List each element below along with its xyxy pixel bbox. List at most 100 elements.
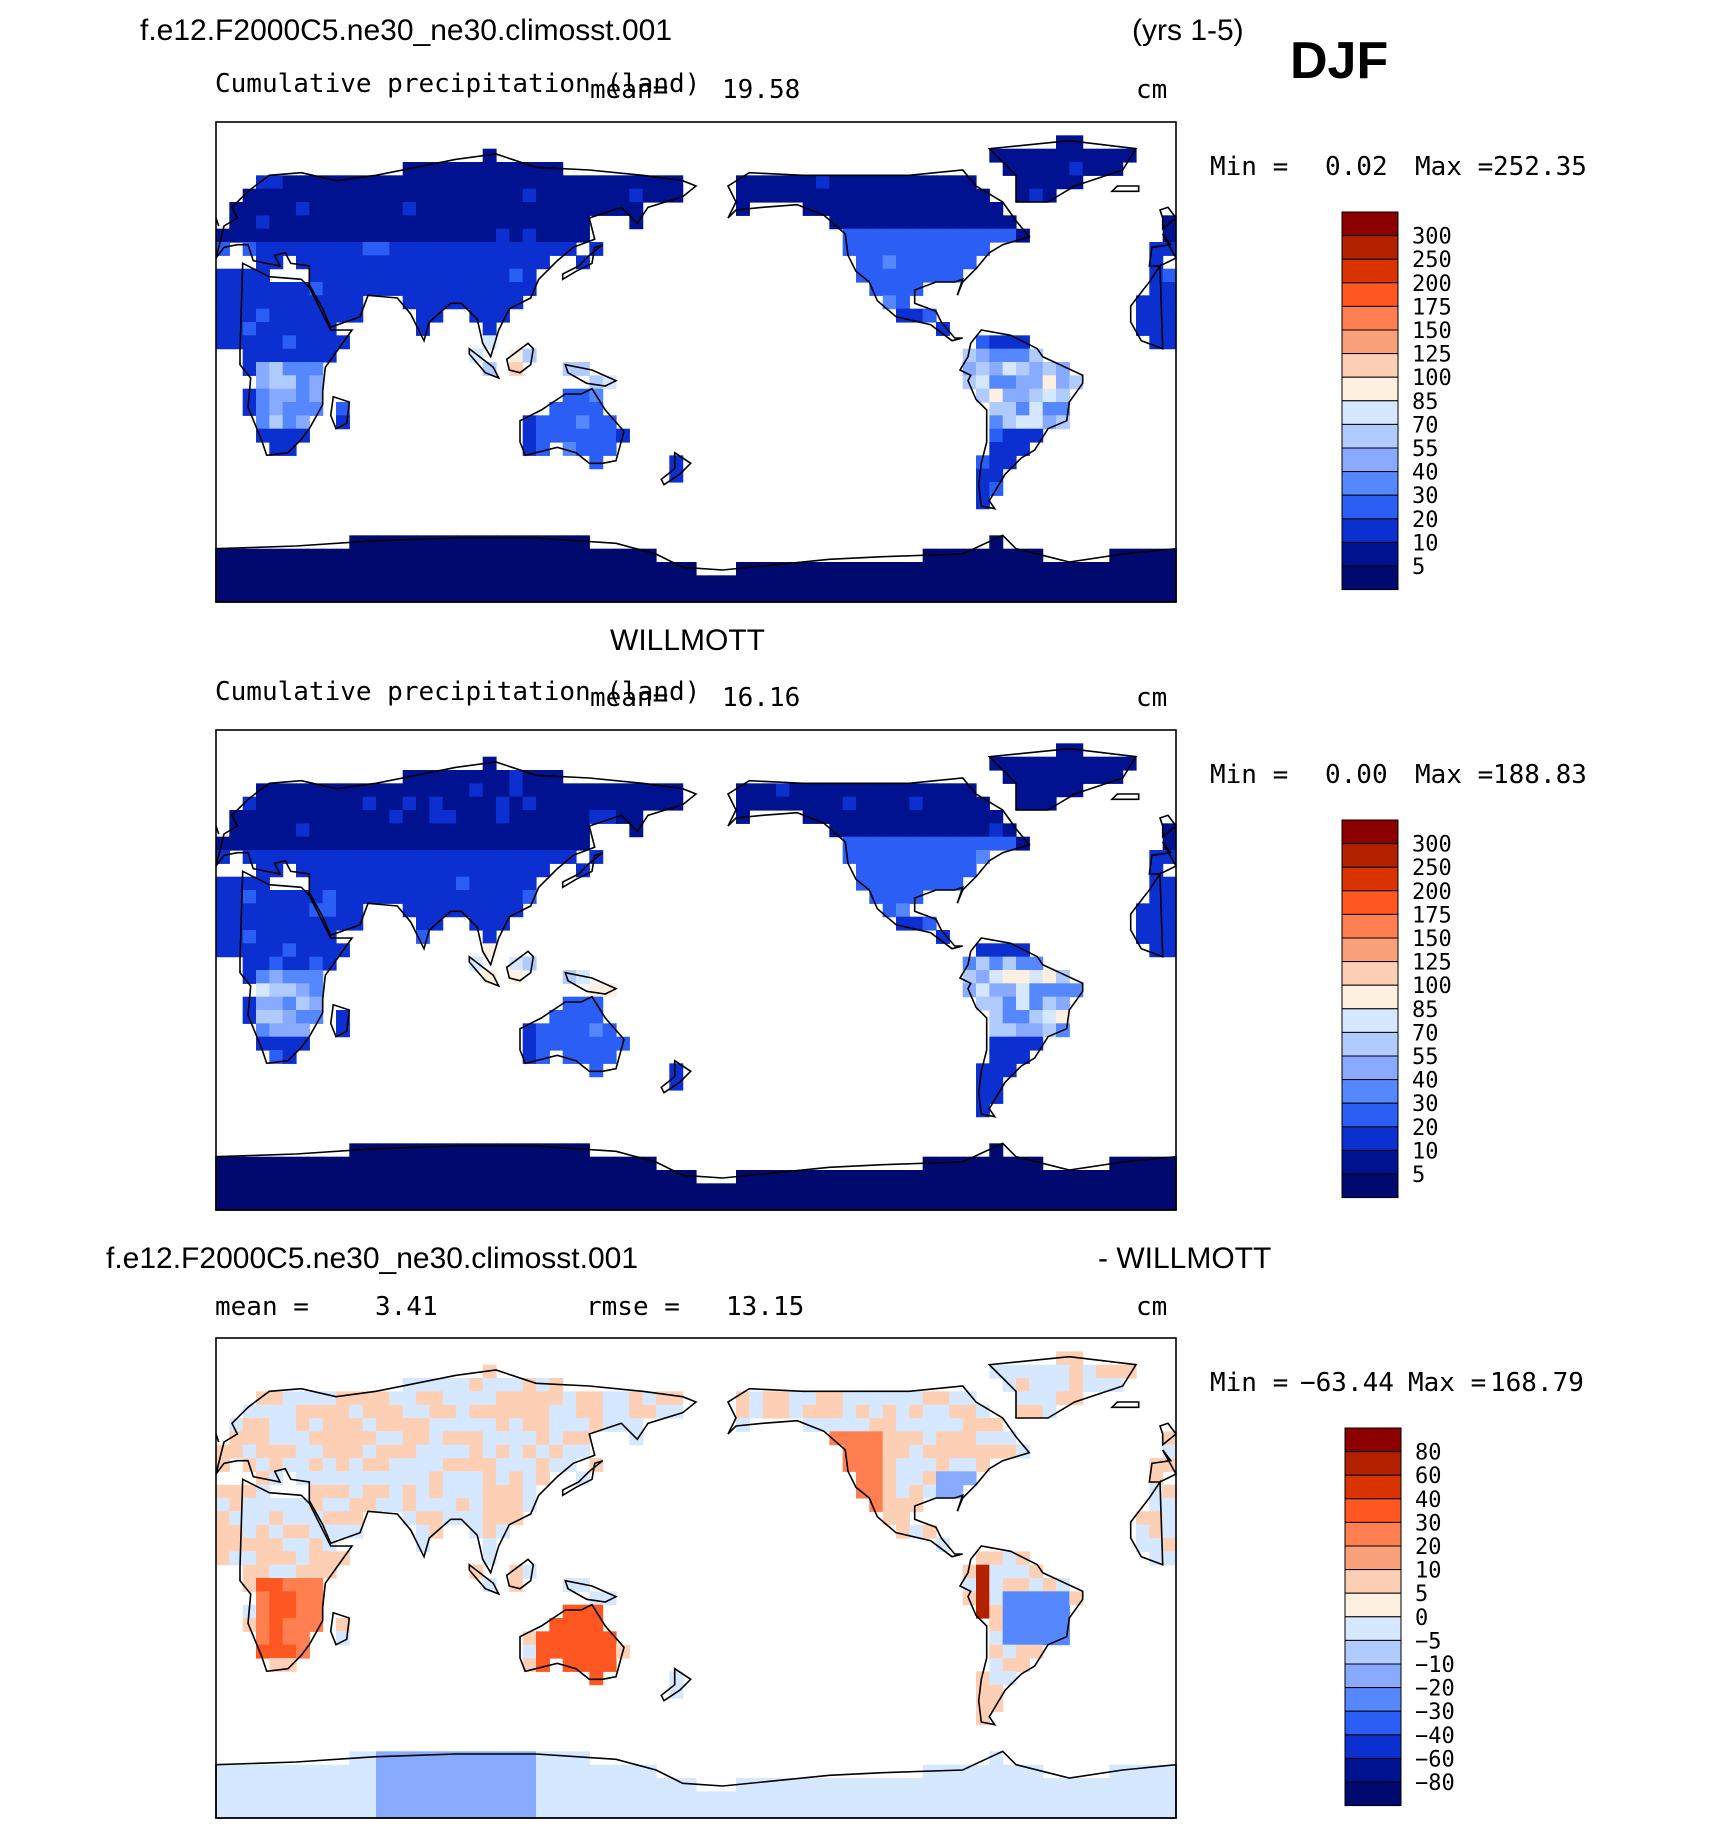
colorbar-swatch [1341,447,1399,473]
colorbar-swatch [1341,890,1399,915]
panel-2-map [215,729,1178,1211]
coastline-southam [958,1545,1084,1726]
panel-1-header-right: (yrs 1-5) [1132,14,1244,47]
panel-3-max-value: 168.79 [1490,1368,1584,1398]
colorbar-tick-label: 10 [1415,1559,1442,1584]
coastline-greenland [987,1355,1138,1419]
colorbar-tick-label: 125 [1412,343,1452,368]
panel-2-units: cm [1136,683,1167,713]
coastline-southam [958,937,1084,1118]
colorbar-swatch [1341,961,1399,986]
colorbar-swatch [1344,1474,1402,1500]
panel-1-max-value: 252.35 [1493,152,1587,182]
coastline-africa [1129,1479,1164,1566]
coastline-newguinea [564,363,618,387]
panel-1-mean-value: 19.58 [722,75,800,105]
colorbar-tick-label: 300 [1412,225,1452,250]
panel-3-mean-label: mean = [215,1292,309,1322]
colorbar-swatch [1341,843,1399,868]
colorbar-swatch [1344,1734,1402,1759]
coastline-britain [1158,206,1178,231]
colorbar-swatch [1344,1521,1402,1547]
coastline-nzealand [660,1667,692,1702]
coastline-borneo [505,950,535,982]
colorbar-swatch [1341,235,1399,260]
coastline-africa [239,1478,354,1673]
map-frame [215,121,1177,603]
colorbar-tick-label: 5 [1412,1163,1425,1188]
colorbar-swatch [1344,1545,1402,1571]
panel-1-mean-label: mean= [590,75,668,105]
panel-2-min-value: 0.00 [1325,760,1388,790]
colorbar-swatch [1341,866,1399,892]
panel-2-header: WILLMOTT [610,624,765,657]
colorbar-tick-label: 40 [1412,461,1439,486]
colorbar-tick-label: 80 [1415,1441,1442,1466]
colorbar-tick-label: 10 [1412,1139,1439,1164]
coastline-sumatra [468,955,501,988]
colorbar-tick-label: 60 [1415,1464,1442,1489]
colorbar-tick-label: −5 [1415,1629,1442,1654]
colorbar-swatch [1341,1102,1399,1128]
coastline-eurasia [215,153,698,359]
colorbar-tick-label: −80 [1415,1771,1455,1796]
colorbar-swatch [1341,305,1399,331]
coastline-japan [561,1459,604,1497]
colorbar-swatch [1344,1687,1402,1712]
coastline-australia [519,1603,625,1681]
colorbar-tick-label: 40 [1415,1488,1442,1513]
coastline-africa [1129,263,1164,350]
colorbar-swatch [1344,1616,1402,1641]
colorbar-tick-label: 200 [1412,272,1452,297]
colorbar-swatch [1344,1427,1402,1453]
colorbar-tick-label: 150 [1412,319,1452,344]
coastline-borneo [505,342,535,374]
colorbar-tick-label: 5 [1412,555,1425,580]
coastline-borneo [505,1558,535,1590]
colorbar-tick-label: 85 [1412,998,1439,1023]
colorbar-tick-label: 125 [1412,951,1452,976]
panel-2-title: Cumulative precipitation (land) [215,677,700,707]
colorbar-swatch [1341,423,1399,449]
colorbar-tick-label: 300 [1412,833,1452,858]
coastline-sumatra [468,347,501,380]
colorbar-swatch [1344,1592,1402,1618]
coastline-britain [1158,1422,1178,1447]
coastline-newguinea [564,1579,618,1603]
colorbar-tick-label: 30 [1412,1092,1439,1117]
coastline-nzealand [660,1059,692,1094]
coastline-madagascar [329,1003,351,1038]
colorbar-tick-label: 100 [1412,974,1452,999]
panel-3-min-value: −63.44 [1300,1368,1394,1398]
colorbar-tick-label: 150 [1412,927,1452,952]
panel-2-mean-value: 16.16 [722,683,800,713]
colorbar-swatch [1341,1149,1399,1175]
colorbar-tick-label: 10 [1412,531,1439,556]
coastline-northam [726,1385,1031,1558]
coastline-nzealand [660,451,692,486]
panel-2-max-value: 188.83 [1493,760,1587,790]
coastline-newguinea [564,971,618,995]
panel-3-mean-value: 3.41 [375,1292,438,1322]
colorbar-tick-label: 85 [1412,390,1439,415]
colorbar-tick-label: 175 [1412,295,1452,320]
colorbar-tick-label: −40 [1415,1724,1455,1749]
coastline-madagascar [329,395,351,430]
map-field [216,1351,1177,1819]
colorbar-swatch [1341,565,1399,591]
coastline-antarctica [215,1142,1177,1211]
colorbar-swatch [1341,329,1399,355]
colorbar-tick-label: −30 [1415,1700,1455,1725]
colorbar-swatch [1341,376,1399,402]
colorbar-swatch [1341,518,1399,543]
coastline-greenland [987,747,1138,811]
colorbar-swatch [1344,1498,1402,1523]
coastline-scand_is [1110,1401,1140,1409]
coastline-greenland [987,139,1138,203]
coastline-southam [958,329,1084,510]
colorbar-swatch [1341,1126,1399,1151]
colorbar-tick-label: 55 [1412,437,1439,462]
colorbar-swatch [1341,913,1399,939]
colorbar-tick-label: 250 [1412,248,1452,273]
